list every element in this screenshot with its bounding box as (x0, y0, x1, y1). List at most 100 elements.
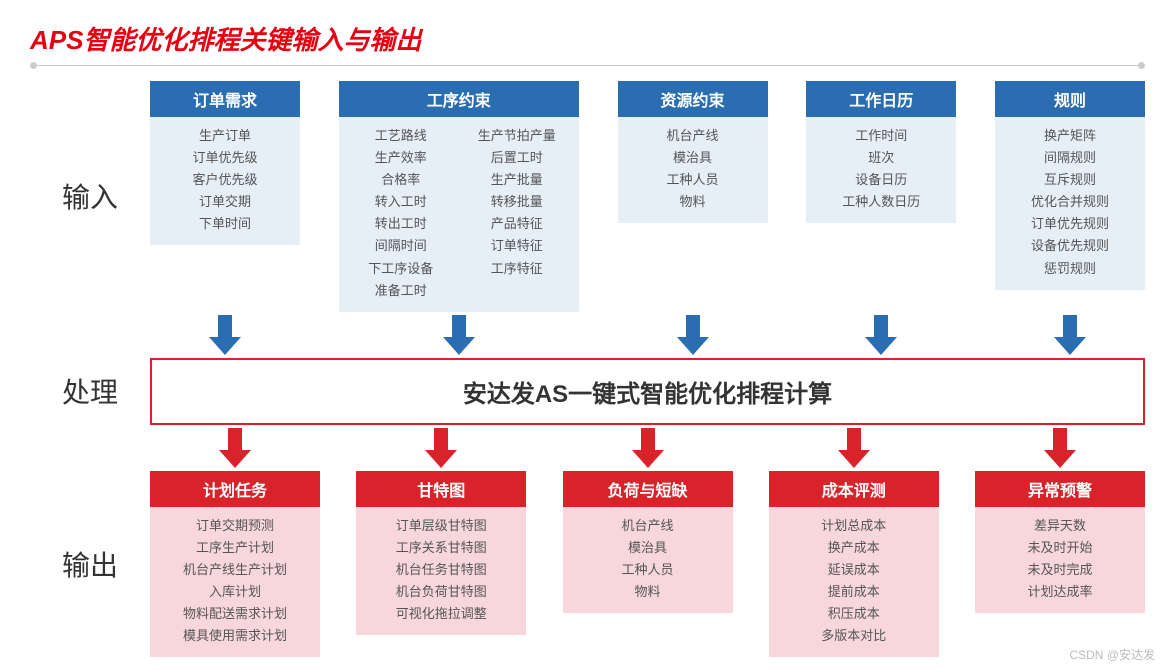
output-header: 成本评测 (769, 471, 939, 507)
list-item: 转入工时 (343, 191, 459, 213)
list-item: 物料 (622, 191, 764, 213)
list-item: 设备优先规则 (999, 235, 1141, 257)
list-item: 模具使用需求计划 (154, 625, 316, 647)
list-item: 生产订单 (154, 125, 296, 147)
output-columns: 计划任务 订单交期预测 工序生产计划 机台产线生产计划 入库计划 物料配送需求计… (150, 471, 1145, 658)
list-item: 工种人员 (622, 169, 764, 191)
input-body: 机台产线 模治具 工种人员 物料 (618, 117, 768, 223)
page-title: APS智能优化排程关键输入与输出 (30, 20, 1145, 57)
list-item: 互斥规则 (999, 169, 1141, 191)
list-item: 多版本对比 (773, 625, 935, 647)
list-item: 间隔规则 (999, 147, 1141, 169)
list-item: 订单交期 (154, 191, 296, 213)
list-item: 订单特征 (459, 235, 575, 257)
arrow-down-icon (677, 315, 709, 355)
list-item: 工序特征 (459, 258, 575, 280)
arrow-down-icon (209, 315, 241, 355)
output-body: 订单层级甘特图 工序关系甘特图 机台任务甘特图 机台负荷甘特图 可视化拖拉调整 (356, 507, 526, 635)
list-item: 后置工时 (459, 147, 575, 169)
output-header: 计划任务 (150, 471, 320, 507)
list-item: 差异天数 (979, 515, 1141, 537)
output-header: 甘特图 (356, 471, 526, 507)
input-col-order: 订单需求 生产订单 订单优先级 客户优先级 订单交期 下单时间 (150, 81, 300, 245)
output-header: 异常预警 (975, 471, 1145, 507)
row-label-process: 处理 (30, 358, 150, 425)
output-header: 负荷与短缺 (563, 471, 733, 507)
list-item: 生产批量 (459, 169, 575, 191)
input-body: 工艺路线 生产效率 合格率 转入工时 转出工时 间隔时间 下工序设备 准备工时 … (339, 117, 579, 312)
input-header: 工序约束 (339, 81, 579, 117)
input-col-calendar: 工作日历 工作时间 班次 设备日历 工种人数日历 (806, 81, 956, 223)
list-item: 订单优先级 (154, 147, 296, 169)
input-body: 生产订单 订单优先级 客户优先级 订单交期 下单时间 (150, 117, 300, 245)
process-box: 安达发AS一键式智能优化排程计算 (150, 358, 1145, 425)
list-item: 未及时开始 (979, 537, 1141, 559)
arrow-down-icon (865, 315, 897, 355)
output-col-alert: 异常预警 差异天数 未及时开始 未及时完成 计划达成率 (975, 471, 1145, 613)
input-header: 规则 (995, 81, 1145, 117)
list-item: 订单层级甘特图 (360, 515, 522, 537)
list-item: 机台产线 (622, 125, 764, 147)
list-item: 生产节拍产量 (459, 125, 575, 147)
list-item: 准备工时 (343, 280, 459, 302)
process-container: 安达发AS一键式智能优化排程计算 (150, 358, 1145, 425)
list-item: 延误成本 (773, 559, 935, 581)
list-item: 计划总成本 (773, 515, 935, 537)
list-item: 计划达成率 (979, 581, 1141, 603)
list-item: 模治具 (622, 147, 764, 169)
list-item: 转移批量 (459, 191, 575, 213)
title-divider (30, 65, 1145, 66)
row-label-input: 输入 (30, 81, 150, 312)
arrow-down-icon (1044, 428, 1076, 468)
output-body: 计划总成本 换产成本 延误成本 提前成本 积压成本 多版本对比 (769, 507, 939, 658)
list-item: 工艺路线 (343, 125, 459, 147)
list-item: 物料 (567, 581, 729, 603)
output-body: 差异天数 未及时开始 未及时完成 计划达成率 (975, 507, 1145, 613)
list-item: 惩罚规则 (999, 258, 1141, 280)
list-item: 积压成本 (773, 603, 935, 625)
input-col-resource: 资源约束 机台产线 模治具 工种人员 物料 (618, 81, 768, 223)
list-item: 下工序设备 (343, 258, 459, 280)
list-item: 工种人数日历 (810, 191, 952, 213)
input-header: 资源约束 (618, 81, 768, 117)
list-item: 提前成本 (773, 581, 935, 603)
list-item: 下单时间 (154, 213, 296, 235)
output-col-load: 负荷与短缺 机台产线 模治具 工种人员 物料 (563, 471, 733, 613)
row-label-output: 输出 (30, 471, 150, 658)
list-item: 换产成本 (773, 537, 935, 559)
arrow-down-icon (838, 428, 870, 468)
list-item: 客户优先级 (154, 169, 296, 191)
list-item: 工种人员 (567, 559, 729, 581)
list-item: 可视化拖拉调整 (360, 603, 522, 625)
input-header: 工作日历 (806, 81, 956, 117)
list-item: 物料配送需求计划 (154, 603, 316, 625)
list-item: 模治具 (567, 537, 729, 559)
list-item: 班次 (810, 147, 952, 169)
output-arrows (150, 425, 1145, 471)
output-col-gantt: 甘特图 订单层级甘特图 工序关系甘特图 机台任务甘特图 机台负荷甘特图 可视化拖… (356, 471, 526, 635)
input-arrows (150, 312, 1145, 358)
watermark: CSDN @安达发 (1069, 646, 1155, 663)
arrow-down-icon (632, 428, 664, 468)
list-item: 订单优先规则 (999, 213, 1141, 235)
list-item: 机台负荷甘特图 (360, 581, 522, 603)
output-body: 机台产线 模治具 工种人员 物料 (563, 507, 733, 613)
list-item: 设备日历 (810, 169, 952, 191)
input-columns: 订单需求 生产订单 订单优先级 客户优先级 订单交期 下单时间 工序约束 工艺路… (150, 81, 1145, 312)
input-body: 换产矩阵 间隔规则 互斥规则 优化合并规则 订单优先规则 设备优先规则 惩罚规则 (995, 117, 1145, 290)
list-item: 入库计划 (154, 581, 316, 603)
list-item: 间隔时间 (343, 235, 459, 257)
arrow-down-icon (425, 428, 457, 468)
list-item: 优化合并规则 (999, 191, 1141, 213)
output-body: 订单交期预测 工序生产计划 机台产线生产计划 入库计划 物料配送需求计划 模具使… (150, 507, 320, 658)
diagram-grid: 输入 订单需求 生产订单 订单优先级 客户优先级 订单交期 下单时间 工序约束 … (30, 81, 1145, 657)
output-col-plan: 计划任务 订单交期预测 工序生产计划 机台产线生产计划 入库计划 物料配送需求计… (150, 471, 320, 658)
list-item: 机台产线 (567, 515, 729, 537)
list-item: 订单交期预测 (154, 515, 316, 537)
input-col-process: 工序约束 工艺路线 生产效率 合格率 转入工时 转出工时 间隔时间 下工序设备 … (339, 81, 579, 312)
output-col-cost: 成本评测 计划总成本 换产成本 延误成本 提前成本 积压成本 多版本对比 (769, 471, 939, 658)
list-item: 工作时间 (810, 125, 952, 147)
arrow-down-icon (1054, 315, 1086, 355)
list-item: 转出工时 (343, 213, 459, 235)
input-col-rule: 规则 换产矩阵 间隔规则 互斥规则 优化合并规则 订单优先规则 设备优先规则 惩… (995, 81, 1145, 290)
